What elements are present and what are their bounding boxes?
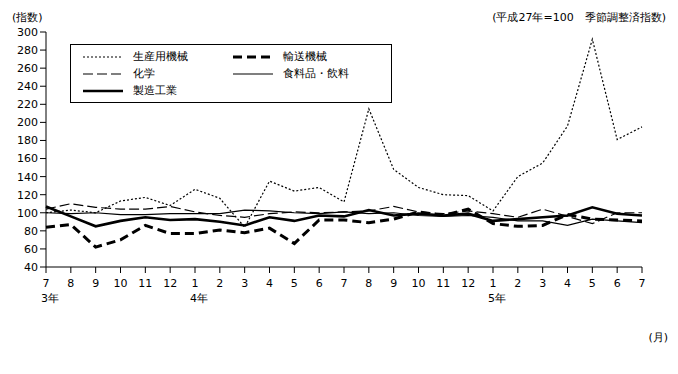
svg-text:120: 120 (17, 189, 38, 202)
svg-text:60: 60 (24, 243, 38, 256)
svg-text:7: 7 (341, 277, 348, 290)
svg-text:3: 3 (241, 277, 248, 290)
svg-text:3: 3 (539, 277, 546, 290)
html-text:(指数): (指数) (12, 11, 43, 24)
svg-text:12: 12 (163, 277, 177, 290)
svg-text:12: 12 (461, 277, 475, 290)
svg-text:6: 6 (614, 277, 621, 290)
html-text:化学: 化学 (133, 67, 155, 80)
html-text:食料品・飲料: 食料品・飲料 (283, 67, 349, 80)
svg-text:9: 9 (92, 277, 99, 290)
svg-text:100: 100 (17, 207, 38, 220)
svg-text:11: 11 (138, 277, 152, 290)
html-text:(平成27年=100 季節調整済指数): (平成27年=100 季節調整済指数) (492, 11, 666, 24)
svg-text:5: 5 (589, 277, 596, 290)
html-text:(月): (月) (648, 331, 668, 344)
svg-text:4: 4 (266, 277, 273, 290)
svg-text:220: 220 (17, 98, 38, 111)
html-text:輸送機械: 輸送機械 (283, 50, 327, 63)
svg-text:200: 200 (17, 116, 38, 129)
svg-text:10: 10 (412, 277, 426, 290)
svg-text:4: 4 (564, 277, 571, 290)
svg-text:6: 6 (316, 277, 323, 290)
svg-text:160: 160 (17, 152, 38, 165)
svg-text:180: 180 (17, 134, 38, 147)
svg-text:11: 11 (436, 277, 450, 290)
svg-text:9: 9 (390, 277, 397, 290)
svg-text:4年: 4年 (190, 292, 208, 305)
svg-text:5: 5 (291, 277, 298, 290)
svg-text:3年: 3年 (41, 292, 59, 305)
svg-text:2: 2 (514, 277, 521, 290)
svg-text:7: 7 (43, 277, 50, 290)
svg-text:40: 40 (24, 261, 38, 274)
svg-text:260: 260 (17, 62, 38, 75)
svg-text:5年: 5年 (488, 292, 506, 305)
html-text:製造工業: 製造工業 (133, 84, 177, 97)
svg-text:8: 8 (67, 277, 74, 290)
svg-text:1: 1 (490, 277, 497, 290)
svg-text:240: 240 (17, 80, 38, 93)
svg-text:10: 10 (114, 277, 128, 290)
svg-text:300: 300 (17, 26, 38, 39)
svg-text:7: 7 (639, 277, 646, 290)
svg-text:1: 1 (192, 277, 199, 290)
svg-text:80: 80 (24, 225, 38, 238)
html-text:生産用機械: 生産用機械 (133, 50, 188, 63)
svg-text:2: 2 (216, 277, 223, 290)
svg-text:8: 8 (365, 277, 372, 290)
svg-text:140: 140 (17, 171, 38, 184)
svg-text:280: 280 (17, 44, 38, 57)
